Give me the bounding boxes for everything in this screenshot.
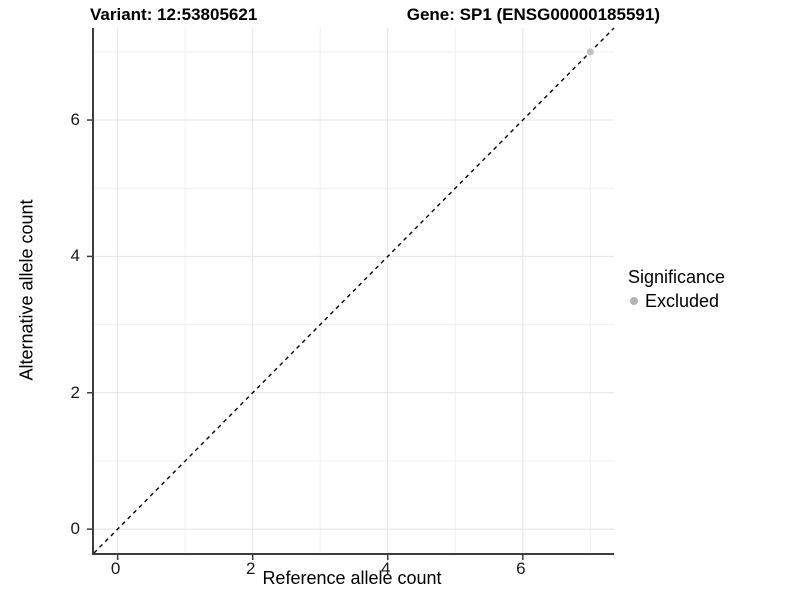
plot-title-row: Variant: 12:53805621 Gene: SP1 (ENSG0000… xyxy=(90,5,660,25)
y-axis-title: Alternative allele count xyxy=(16,199,37,381)
x-tick-label: 2 xyxy=(245,559,256,578)
legend-point-icon xyxy=(630,297,638,305)
legend-entry-excluded: Excluded xyxy=(628,290,725,312)
y-tick-label: 6 xyxy=(70,110,80,130)
data-point xyxy=(586,48,594,56)
x-tick-label: 6 xyxy=(516,559,526,578)
plot-title-gene: Gene: SP1 (ENSG00000185591) xyxy=(406,5,660,24)
y-tick-label: 0 xyxy=(70,519,80,539)
plot-canvas xyxy=(87,27,615,560)
x-tick-label: 0 xyxy=(110,559,121,578)
identity-dashed-line xyxy=(93,27,615,554)
y-tick-label: 2 xyxy=(70,382,80,402)
plot-title-variant: Variant: 12:53805621 xyxy=(90,5,258,24)
legend-title: Significance xyxy=(628,267,726,287)
legend-entry-label: Excluded xyxy=(645,291,720,311)
legend: Significance Excluded xyxy=(628,266,725,312)
plot-panel xyxy=(87,27,615,560)
x-axis-title: Reference allele count xyxy=(262,568,442,588)
x-tick-label: 4 xyxy=(381,559,391,578)
y-tick-label: 4 xyxy=(70,246,80,266)
